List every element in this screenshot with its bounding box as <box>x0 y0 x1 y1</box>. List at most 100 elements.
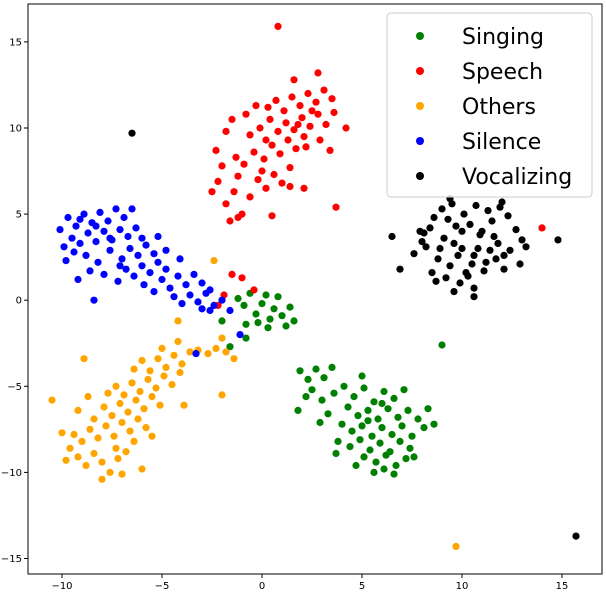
point-others <box>222 348 230 356</box>
point-others <box>122 448 130 456</box>
point-silence <box>64 213 72 222</box>
point-silence <box>138 262 146 270</box>
point-singing <box>344 403 352 411</box>
points-layer <box>48 22 580 551</box>
x-tick-label: −5 <box>155 581 170 592</box>
point-singing <box>370 398 378 406</box>
point-speech <box>302 143 310 151</box>
point-singing <box>396 437 404 445</box>
point-vocalizing <box>468 260 476 268</box>
point-singing <box>320 374 328 382</box>
point-speech <box>278 179 286 187</box>
point-singing <box>380 387 388 396</box>
point-vocalizing <box>446 262 454 270</box>
point-speech <box>304 89 312 98</box>
point-speech <box>272 96 280 104</box>
point-singing <box>348 427 356 435</box>
point-speech <box>262 184 270 192</box>
point-silence <box>150 250 158 258</box>
point-speech <box>284 136 292 144</box>
point-others <box>138 465 146 473</box>
point-silence <box>162 265 170 273</box>
y-tick-label: −5 <box>7 382 22 393</box>
point-speech <box>222 200 230 208</box>
point-speech <box>294 120 302 129</box>
point-vocalizing <box>426 224 434 232</box>
point-others <box>130 437 138 445</box>
point-singing <box>354 412 362 420</box>
point-singing <box>218 317 226 325</box>
x-axis: −10 −5 0 5 10 15 <box>51 574 568 592</box>
point-singing <box>296 367 304 375</box>
point-speech <box>234 213 242 222</box>
point-silence <box>60 243 68 251</box>
point-vocalizing <box>452 222 460 230</box>
point-singing <box>318 396 326 404</box>
point-speech <box>266 115 274 123</box>
point-silence <box>116 262 124 270</box>
point-singing <box>328 363 336 371</box>
y-tick-label: 15 <box>9 37 22 48</box>
point-vocalizing <box>450 288 458 296</box>
point-vocalizing <box>444 215 452 223</box>
point-singing <box>364 406 372 414</box>
point-singing <box>240 301 248 309</box>
legend-box <box>386 12 593 198</box>
point-silence <box>112 205 120 213</box>
point-speech <box>314 110 322 118</box>
point-others <box>138 356 146 365</box>
point-vocalizing <box>516 260 524 268</box>
point-speech <box>228 115 236 123</box>
point-vocalizing <box>434 255 442 263</box>
point-vocalizing <box>492 255 500 263</box>
point-vocalizing <box>522 243 530 251</box>
point-singing <box>358 422 366 430</box>
point-vocalizing <box>432 277 440 285</box>
point-others <box>218 391 226 399</box>
point-others <box>140 405 148 413</box>
point-singing <box>414 415 422 423</box>
point-speech <box>286 164 294 172</box>
point-vocalizing <box>500 251 508 259</box>
point-speech <box>260 155 268 163</box>
point-speech <box>256 124 264 132</box>
point-vocalizing <box>420 229 428 237</box>
point-singing <box>242 320 250 328</box>
point-vocalizing <box>470 284 478 292</box>
point-others <box>144 375 152 383</box>
point-silence <box>140 281 148 289</box>
point-singing <box>358 372 366 380</box>
point-silence <box>118 255 126 263</box>
point-silence <box>158 275 166 284</box>
point-singing <box>378 424 386 432</box>
point-silence <box>134 251 142 259</box>
point-singing <box>438 341 446 349</box>
point-singing <box>390 470 398 478</box>
point-others <box>176 368 184 377</box>
point-speech <box>246 193 254 201</box>
point-vocalizing <box>456 279 464 287</box>
point-vocalizing <box>486 246 494 254</box>
point-singing <box>294 406 302 414</box>
point-singing <box>388 430 396 439</box>
point-others <box>130 365 138 373</box>
point-silence <box>206 306 214 315</box>
point-vocalizing <box>470 293 478 301</box>
point-singing <box>366 446 374 454</box>
point-vocalizing <box>466 220 474 228</box>
point-others <box>230 355 238 363</box>
point-singing <box>316 418 324 427</box>
point-silence <box>210 301 218 309</box>
point-singing <box>338 420 346 428</box>
x-tick-label: 10 <box>456 581 469 592</box>
point-speech <box>228 270 236 278</box>
point-silence <box>56 226 64 234</box>
point-vocalizing <box>410 250 418 258</box>
point-vocalizing <box>472 201 480 210</box>
point-others <box>112 382 120 390</box>
point-speech <box>274 127 282 135</box>
point-silence <box>106 246 114 254</box>
point-speech <box>296 102 304 110</box>
point-others <box>168 381 176 389</box>
point-vocalizing <box>554 236 562 244</box>
